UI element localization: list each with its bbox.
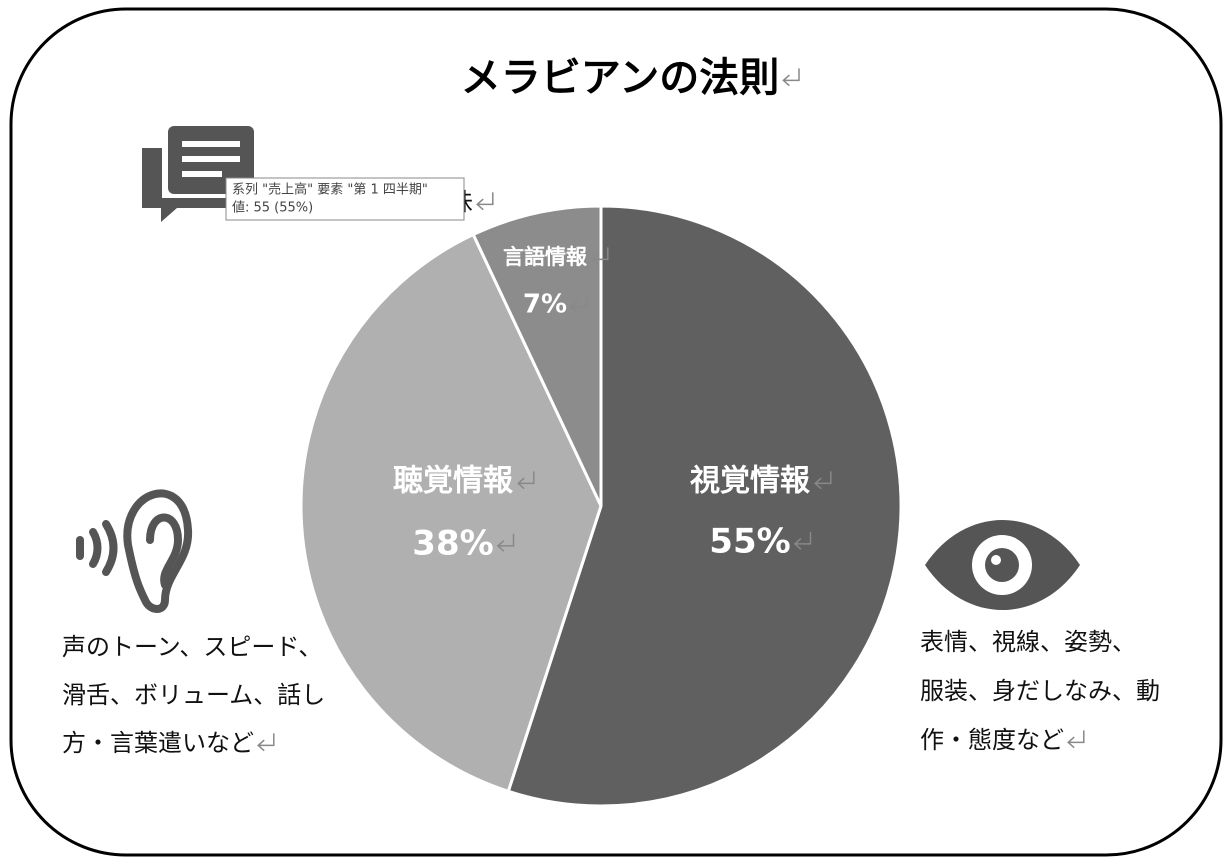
tooltip-line: 値: 55 (55%) [232, 200, 313, 216]
eye-icon [925, 520, 1080, 610]
slice-name: 言語情報 [503, 245, 588, 269]
frame [9, 7, 1223, 857]
tooltip-box [225, 177, 465, 221]
slice-value-label: 55% [709, 522, 790, 562]
annotation-line: 作・態度など [920, 726, 1064, 754]
paragraph-mark [793, 531, 812, 550]
slice-name: 聴覚情報 [393, 464, 514, 499]
paragraph-mark [782, 68, 800, 87]
pie [299, 204, 903, 808]
annotation-line: 服装、身だしなみ、動 [920, 677, 1160, 705]
tooltip-line: 系列 "売上高" 要素 "第 1 四半期" [232, 182, 428, 198]
pie-slice [471, 204, 603, 507]
chat-icon [142, 126, 254, 222]
paragraph-mark [476, 192, 494, 211]
slice-value-label: 7% [523, 290, 567, 320]
paragraph-mark [496, 533, 515, 552]
annotation-line: 表情、視線、姿勢、 [920, 628, 1136, 656]
paragraph-mark [1067, 730, 1085, 749]
pie-slice [506, 204, 903, 808]
pie-slice [299, 232, 603, 794]
paragraph-mark [814, 471, 832, 490]
chart-title: メラビアンの法則 [461, 55, 779, 101]
annotation-line: 方・言葉遣いなど [62, 729, 254, 757]
paragraph-mark [257, 733, 275, 752]
paragraph-mark [591, 247, 609, 266]
slice-name: 視覚情報 [690, 464, 811, 499]
ear-icon [76, 489, 193, 613]
paragraph-mark [570, 294, 588, 313]
paragraph-mark [517, 471, 535, 490]
tooltip: 系列 "売上高" 要素 "第 1 四半期" 値: 55 (55%) [225, 177, 465, 221]
slice-value-label: 38% [412, 524, 493, 564]
annotation-line: 滑舌、ボリューム、話し [62, 681, 325, 709]
annotation-line: 声のトーン、スピード、 [62, 633, 322, 661]
